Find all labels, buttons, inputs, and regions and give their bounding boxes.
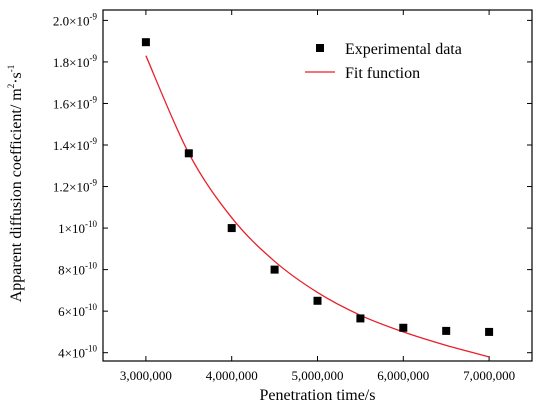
y-tick-label: 6×10-10	[58, 302, 97, 319]
fit-function-series	[145, 55, 490, 358]
fit-function-line	[145, 55, 490, 358]
legend-label-experimental: Experimental data	[345, 41, 462, 58]
data-point	[270, 265, 279, 274]
data-point	[184, 149, 193, 158]
axis-labels: Penetration time/s Apparent diffusion coe…	[6, 65, 375, 404]
x-axis-ticks: 3,000,000 4,000,000 5,000,000 6,000,000 7,00…	[120, 10, 515, 383]
data-point	[227, 224, 236, 233]
data-point	[313, 296, 322, 305]
y-axis-ticks: 4×10-10 6×10-10 8×10-10 1×10-10 1.2×10-9 1.4×…	[53, 11, 532, 361]
x-tick-label: 7,000,000	[463, 368, 515, 383]
y-tick-label: 1.2×10-9	[53, 178, 98, 195]
legend: Experimental data Fit function	[305, 41, 462, 82]
data-point	[442, 326, 451, 335]
y-tick-label: 8×10-10	[58, 261, 97, 278]
y-tick-label: 1.6×10-9	[53, 94, 98, 111]
legend-label-fit: Fit function	[345, 65, 420, 82]
y-tick-label: 4×10-10	[58, 344, 97, 361]
data-point	[399, 323, 408, 332]
x-tick-label: 6,000,000	[377, 368, 429, 383]
legend-marker-square	[316, 44, 324, 52]
y-tick-label: 2.0×10-9	[53, 11, 98, 28]
y-axis-label: Apparent diffusion coefficient/ m2·s-1	[6, 65, 25, 303]
x-tick-label: 3,000,000	[120, 368, 172, 383]
plot-frame	[102, 9, 533, 362]
x-tick-label: 4,000,000	[206, 368, 258, 383]
experimental-data-series	[141, 38, 494, 336]
plot-area	[102, 9, 533, 362]
data-point	[485, 327, 494, 336]
y-tick-label: 1.8×10-9	[53, 53, 98, 70]
y-tick-label: 1×10-10	[58, 219, 97, 236]
x-tick-label: 5,000,000	[292, 368, 344, 383]
y-tick-label: 1.4×10-9	[53, 136, 98, 153]
x-axis-label: Penetration time/s	[260, 387, 376, 404]
data-point	[141, 38, 150, 47]
data-point	[356, 314, 365, 323]
